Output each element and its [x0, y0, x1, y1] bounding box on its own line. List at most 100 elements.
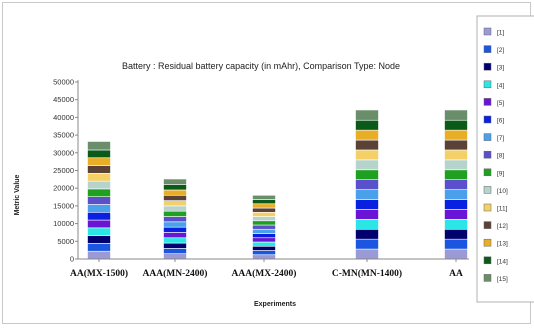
- x-tick-label: AAA(MX-2400): [232, 268, 297, 279]
- y-tick-label: 0: [70, 255, 74, 264]
- legend-item: [15]: [483, 274, 508, 283]
- bar-stack: [444, 109, 468, 260]
- legend-item: [7]: [483, 133, 504, 142]
- y-tick-label: 5000: [57, 237, 74, 246]
- bar-segment: [444, 169, 468, 181]
- legend-item: [10]: [483, 186, 508, 195]
- legend-item: [12]: [483, 221, 508, 230]
- bar-segment: [87, 227, 111, 236]
- bar-segment: [87, 149, 111, 159]
- bar-segment: [355, 119, 379, 131]
- bar-segment: [163, 200, 187, 207]
- legend-item: [3]: [483, 62, 504, 72]
- bar-segment: [444, 179, 468, 190]
- legend-item: [8]: [483, 150, 504, 160]
- legend-swatch: [483, 115, 492, 124]
- bar-segment: [444, 119, 468, 131]
- legend-item: [2]: [483, 45, 504, 54]
- y-tick-label: 10000: [53, 219, 74, 228]
- bar-segment: [444, 129, 468, 141]
- bar-segment: [355, 189, 379, 200]
- bar-segment: [355, 228, 379, 240]
- legend-label: [9]: [497, 170, 504, 177]
- bar-segment: [444, 228, 468, 240]
- y-tick-label: 45000: [53, 95, 74, 104]
- bar-segment: [252, 245, 276, 251]
- bar-segment: [252, 220, 276, 226]
- legend-swatch: [483, 45, 492, 53]
- legend-label: [4]: [497, 82, 504, 89]
- legend-swatch: [483, 62, 492, 71]
- legend-item: [4]: [483, 80, 504, 89]
- legend-item: [5]: [483, 98, 504, 107]
- legend-item: [1]: [483, 27, 504, 37]
- legend-swatch: [483, 203, 492, 212]
- bar-segment: [87, 219, 111, 229]
- legend-item: [6]: [483, 115, 504, 125]
- legend-swatch: [483, 80, 492, 89]
- legend-item: [11]: [483, 203, 508, 213]
- legend-label: [7]: [497, 135, 504, 142]
- bar-segment: [444, 149, 468, 161]
- bar-segment: [252, 228, 276, 234]
- legend-label: [11]: [497, 206, 508, 213]
- bar-segment: [87, 180, 111, 190]
- y-axis-label: Metric Value: [14, 174, 21, 215]
- legend-label: [1]: [497, 30, 504, 37]
- y-tick-label: 25000: [53, 166, 74, 175]
- chart-title: Battery : Residual battery capacity (in …: [122, 61, 400, 71]
- bar-segment: [87, 165, 111, 174]
- legend-swatch: [483, 256, 492, 265]
- legend-swatch: [483, 221, 492, 229]
- bar-segment: [163, 189, 187, 196]
- y-tick-label: 20000: [53, 184, 74, 193]
- bar-segment: [163, 242, 187, 249]
- bar-segment: [252, 211, 276, 217]
- legend-swatch: [483, 150, 492, 159]
- bar-segment: [355, 179, 379, 190]
- legend-label: [8]: [497, 153, 504, 160]
- legend-swatch: [483, 238, 492, 247]
- bar-segment: [252, 207, 276, 213]
- legend-swatch: [483, 133, 492, 141]
- bar-segment: [87, 250, 111, 260]
- y-axis: 0 5000 10000 15000 20000 25000 30000 35000 40000…: [53, 78, 79, 264]
- bars-group: [87, 109, 468, 260]
- bar-segment: [87, 196, 111, 205]
- bar-segment: [355, 248, 379, 260]
- bar-segment: [87, 204, 111, 213]
- bar-segment: [444, 238, 468, 250]
- bar-segment: [355, 159, 379, 171]
- bar-segment: [87, 141, 111, 151]
- bar-segment: [163, 216, 187, 223]
- x-tick-label: C-MN(MN-1400): [332, 268, 402, 279]
- legend-label: [3]: [497, 65, 504, 72]
- bar-segment: [252, 199, 276, 205]
- bar-segment: [163, 205, 187, 212]
- bar-segment: [252, 203, 276, 209]
- bar-stack: [252, 194, 276, 260]
- bar-segment: [163, 184, 187, 191]
- bar-segment: [163, 226, 187, 233]
- legend-label: [5]: [497, 100, 504, 107]
- bar-segment: [355, 109, 379, 121]
- bar-segment: [163, 237, 187, 244]
- bar-segment: [87, 235, 111, 244]
- legend: [1] [2] [3] [4] [5] [6] [7] [8] [9] [10] [11] [12] […: [476, 15, 534, 303]
- bar-segment: [355, 139, 379, 151]
- bar-segment: [252, 233, 276, 239]
- bar-segment: [252, 241, 276, 247]
- bar-segment: [355, 199, 379, 210]
- bar-segment: [252, 194, 276, 200]
- bar-segment: [163, 248, 187, 254]
- chart-panel: Battery : Residual battery capacity (in …: [2, 2, 534, 324]
- legend-swatch: [483, 168, 492, 177]
- bar-segment: [444, 159, 468, 171]
- legend-label: [2]: [497, 47, 504, 54]
- legend-label: [13]: [497, 241, 508, 248]
- bar-segment: [444, 209, 468, 220]
- bar-segment: [87, 157, 111, 166]
- bar-stack: [87, 141, 111, 260]
- legend-swatch: [483, 27, 492, 36]
- bar-segment: [163, 194, 187, 201]
